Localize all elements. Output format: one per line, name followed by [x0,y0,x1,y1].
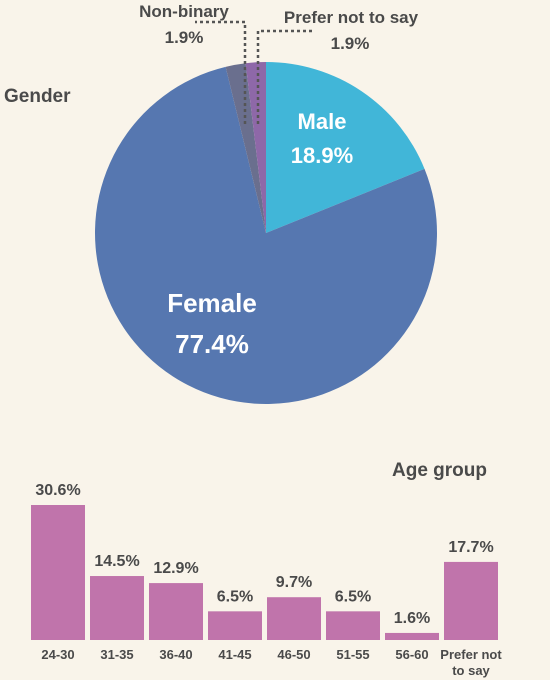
bar-prefer-not-to-say [444,561,498,640]
bar-category-label-51-55: 51-55 [336,647,369,662]
bar-category-label-24-30: 24-30 [41,647,74,662]
pie-value-prefer-not-to-say: 1.9% [331,34,370,53]
pie-value-non-binary: 1.9% [165,28,204,47]
bar-46-50 [267,597,321,640]
pie-label-prefer-not-to-say: Prefer not to say [284,8,419,27]
bar-value-label-56-60: 1.6% [394,610,430,627]
pie-value-male: 18.9% [291,143,353,168]
bar-value-label-51-55: 6.5% [335,588,371,605]
pie-label-male: Male [298,109,347,134]
pie-slice-non-binary [225,63,266,233]
bar-24-30 [31,505,85,640]
bar-category-label-prefer-not-to-say: Prefer not to say [440,647,502,678]
bar-51-55 [326,611,380,640]
age-bar-chart: 30.6% 24-30 14.5% 31-35 12.9% 36-40 6.5% 41-45 9… [31,482,502,678]
age-chart-title: Age group [392,460,487,481]
bar-value-label-prefer-not-to-say: 17.7% [448,539,493,556]
bar-31-35 [90,576,144,640]
bar-value-label-36-40: 12.9% [153,560,198,577]
gender-chart-title: Gender [4,86,71,107]
bar-value-label-41-45: 6.5% [217,588,253,605]
leader-line-prefer-not-to-say [256,29,312,124]
bar-category-label-56-60: 56-60 [395,647,428,662]
bar-category-label-36-40: 36-40 [159,647,192,662]
leader-line-non-binary [195,20,247,124]
pie-slice-prefer-not-to-say [245,62,266,233]
pie-label-female: Female [167,288,257,318]
bar-value-label-24-30: 30.6% [35,482,80,499]
gender-pie: Male 18.9% Female 77.4% Non-binary 1.9% Prefer… [94,2,438,405]
bar-41-45 [208,611,262,640]
bar-category-label-41-45: 41-45 [218,647,251,662]
pie-slice-male [266,62,425,233]
bar-value-label-31-35: 14.5% [94,553,139,570]
bar-value-label-46-50: 9.7% [276,574,312,591]
pie-label-non-binary: Non-binary [139,2,229,21]
bar-category-label-46-50: 46-50 [277,647,310,662]
bar-category-label-31-35: 31-35 [100,647,133,662]
bar-36-40 [149,583,203,640]
pie-slice-female [94,66,438,405]
bar-56-60 [385,632,439,640]
pie-value-female: 77.4% [175,329,249,359]
